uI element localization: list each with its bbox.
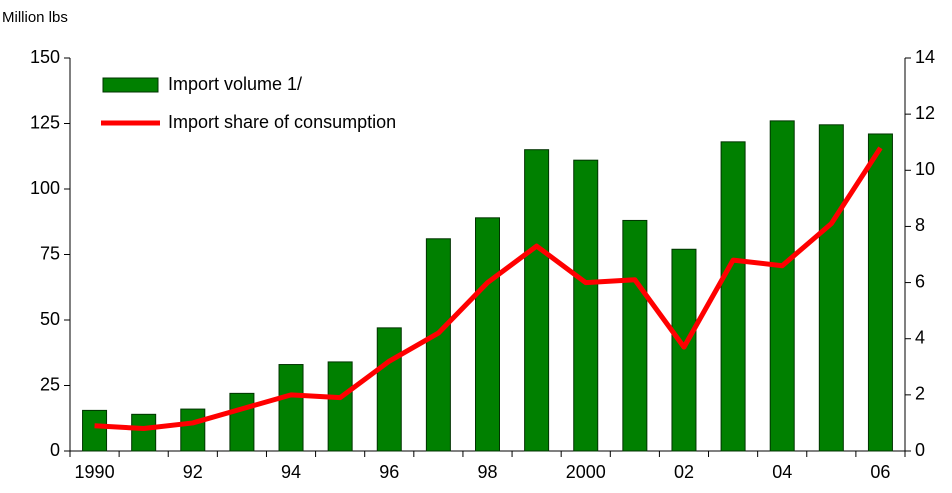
x-tick-label: 1990 [75, 462, 115, 482]
x-tick-label: 02 [674, 462, 694, 482]
bar [769, 120, 795, 452]
y-tick-label: 0 [50, 440, 60, 460]
y2-tick-label: 10 [915, 159, 935, 179]
bar [278, 364, 304, 452]
y-tick-label: 25 [40, 374, 60, 394]
y2-tick-label: 12 [915, 103, 935, 123]
bar [524, 149, 550, 452]
y2-tick-label: 6 [915, 271, 925, 291]
y2-tick-label: 14 [915, 47, 935, 67]
bar [82, 409, 108, 452]
x-tick-label: 96 [379, 462, 399, 482]
y-tick-label: 150 [30, 47, 60, 67]
y2-tick-label: 4 [915, 327, 925, 347]
y-tick-label: 100 [30, 178, 60, 198]
bar [327, 361, 353, 452]
x-tick-label: 2000 [566, 462, 606, 482]
y2-tick-label: 8 [915, 215, 925, 235]
x-tick-label: 04 [772, 462, 792, 482]
y2-tick-label: 0 [915, 440, 925, 460]
x-tick-label: 92 [183, 462, 203, 482]
legend-label: Import share of consumption [168, 112, 396, 132]
bar [131, 413, 157, 452]
bar [229, 392, 255, 452]
legend-swatch [102, 77, 159, 93]
bar [376, 327, 402, 452]
bar [622, 219, 648, 452]
y2-tick-label: 2 [915, 384, 925, 404]
y-axis-label: Million lbs [2, 9, 68, 26]
x-tick-label: 98 [477, 462, 497, 482]
line [94, 146, 883, 432]
bar [720, 141, 746, 452]
bar [425, 238, 451, 452]
x-tick-label: 94 [281, 462, 301, 482]
legend-label: Import volume 1/ [168, 74, 302, 94]
y-tick-label: 50 [40, 309, 60, 329]
bar [573, 159, 599, 452]
bar [818, 124, 844, 452]
bar [475, 217, 500, 452]
y-tick-label: 75 [40, 243, 60, 263]
bar [180, 408, 206, 452]
bar [671, 248, 697, 452]
y-tick-label: 125 [30, 112, 60, 132]
x-tick-label: 06 [870, 462, 890, 482]
bar [867, 133, 893, 452]
